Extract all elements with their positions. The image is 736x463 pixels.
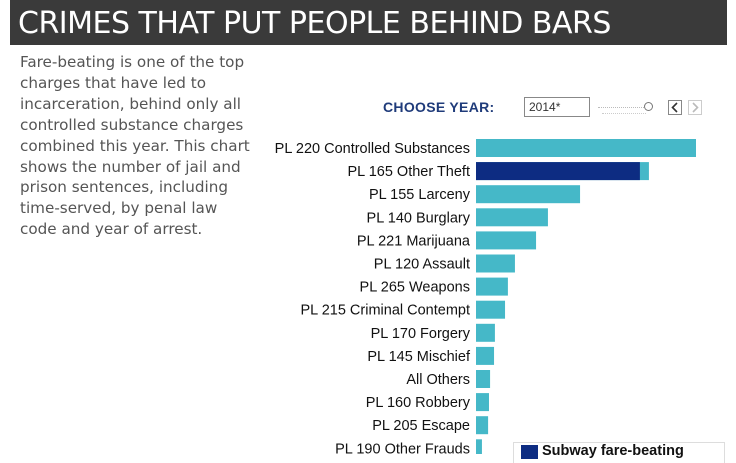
choose-year-label: CHOOSE YEAR:: [383, 99, 495, 115]
bar-highlight-fare-beating[interactable]: [476, 162, 640, 181]
previous-year-button[interactable]: [668, 100, 682, 115]
bar-pl-120-assault[interactable]: [476, 254, 515, 273]
category-label: PL 215 Criminal Contempt: [300, 303, 470, 319]
chevron-right-icon: [692, 102, 699, 113]
legend-label: Subway fare-beating: [542, 443, 684, 459]
category-label: PL 221 Marijuana: [357, 233, 471, 249]
category-label: PL 220 Controlled Substances: [275, 141, 470, 157]
chart-legend: Subway fare-beating: [513, 442, 725, 463]
bar-pl-221-marijuana[interactable]: [476, 231, 537, 250]
category-label: PL 205 Escape: [372, 418, 470, 434]
bar-pl-265-weapons[interactable]: [476, 277, 508, 296]
bar-pl-215-criminal-contempt[interactable]: [476, 300, 506, 319]
header-bar: CRIMES THAT PUT PEOPLE BEHIND BARS: [10, 0, 727, 45]
year-input[interactable]: 2014*: [524, 97, 590, 117]
page-title: CRIMES THAT PUT PEOPLE BEHIND BARS: [18, 6, 611, 41]
year-slider-ticks: [602, 113, 646, 117]
bar-pl-170-forgery[interactable]: [476, 323, 495, 342]
bar-pl-205-escape[interactable]: [476, 416, 489, 435]
bar-pl-160-robbery[interactable]: [476, 393, 489, 412]
category-label: All Others: [406, 372, 470, 388]
category-label: PL 190 Other Frauds: [335, 441, 470, 454]
legend-swatch: [521, 445, 538, 459]
year-slider-track[interactable]: [598, 107, 648, 108]
category-label: PL 165 Other Theft: [347, 164, 470, 180]
next-year-button[interactable]: [688, 100, 702, 115]
category-label: PL 160 Robbery: [366, 395, 471, 411]
category-label: PL 155 Larceny: [369, 187, 471, 203]
chart-description: Fare-beating is one of the top charges t…: [20, 53, 250, 239]
category-label: PL 145 Mischief: [367, 349, 471, 365]
bar-pl-140-burglary[interactable]: [476, 208, 548, 227]
bar-pl-145-mischief[interactable]: [476, 346, 495, 365]
bar-all-others[interactable]: [476, 370, 491, 388]
bar-pl-190-other-frauds[interactable]: [476, 439, 482, 454]
category-label: PL 265 Weapons: [360, 280, 470, 296]
bar-pl-155-larceny[interactable]: [476, 185, 581, 204]
category-label: PL 140 Burglary: [367, 210, 471, 226]
chevron-left-icon: [671, 102, 678, 113]
year-slider-handle[interactable]: [644, 102, 653, 111]
category-label: PL 120 Assault: [374, 257, 470, 273]
category-label: PL 170 Forgery: [371, 326, 471, 342]
bar-pl-220-controlled-substances[interactable]: [476, 139, 696, 157]
